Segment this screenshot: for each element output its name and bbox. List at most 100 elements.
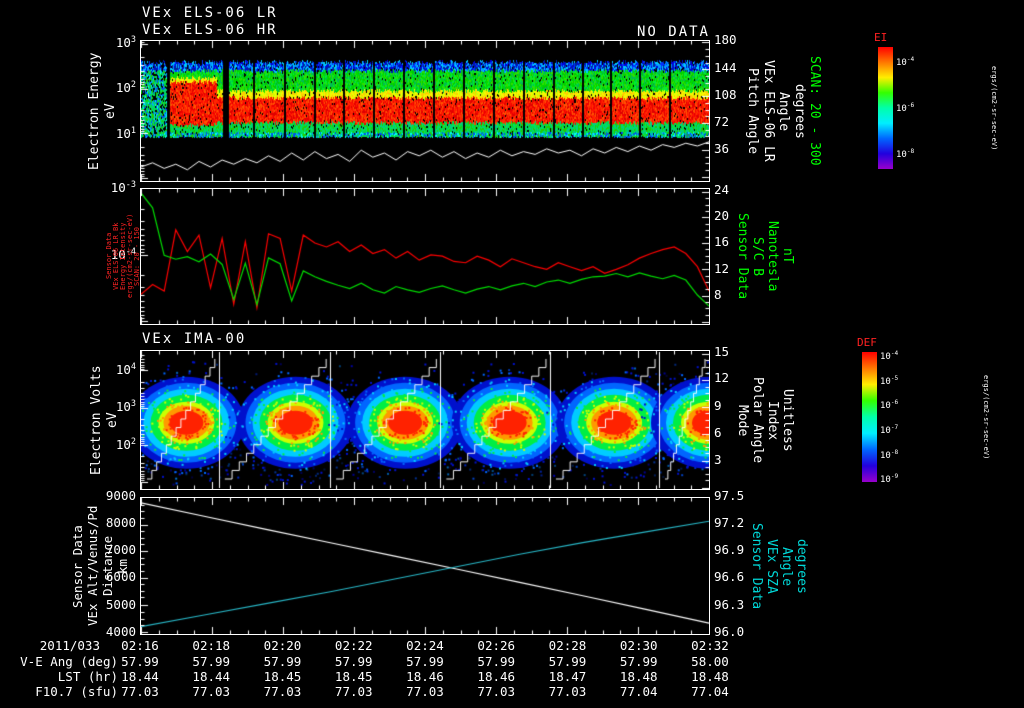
cb2-tick-label: 10-7 [880, 425, 898, 436]
p1-right-axis-label-line: VEx ELS-06 LR [762, 60, 775, 162]
time-tick-label: 02:32 [691, 640, 729, 653]
table-cell: 77.03 [477, 686, 515, 699]
y-tick-label-left: 9000 [106, 490, 136, 503]
y-tick-label-right: 36 [714, 143, 729, 156]
y-tick-label-left: 10-3 [111, 181, 136, 195]
y-tick-label-left: 102 [116, 438, 136, 452]
p2-right-axis-label-line: S/C B [751, 237, 764, 276]
y-tick-label-right: 72 [714, 116, 729, 129]
y-tick-label-right: 108 [714, 89, 737, 102]
els-spectrogram-canvas [141, 41, 709, 181]
y-tick-label-right: 97.2 [714, 517, 744, 530]
plot-title-els-hr: VEx ELS-06 HR [142, 23, 278, 37]
y-tick-label-right: 12 [714, 263, 729, 276]
table-cell: 77.04 [620, 686, 658, 699]
p3-right-axis-label-line: Polar Angle [751, 377, 764, 463]
y-tick-label-right: 24 [714, 184, 729, 197]
table-cell: 57.99 [264, 656, 302, 669]
cb2-tick-label: 10-5 [880, 376, 898, 387]
y-tick-label-right: 96.3 [714, 599, 744, 612]
p3-right-axis-label-line: Index [766, 401, 779, 440]
table-cell: 18.45 [335, 671, 373, 684]
els-spectrogram-panel [140, 40, 710, 182]
y-tick-label-right: 96.6 [714, 571, 744, 584]
p4-left-axis-label-line: Sensor Data [72, 525, 85, 608]
p4-left-axis-label-line: Distance [102, 536, 115, 596]
table-row-label: F10.7 (sfu) [35, 686, 118, 699]
y-tick-label-right: 96.0 [714, 626, 744, 639]
p1-left-axis-label-line: eV [104, 103, 117, 119]
time-tick-label: 02:22 [335, 640, 373, 653]
y-tick-label-right: 97.5 [714, 490, 744, 503]
table-cell: 77.03 [406, 686, 444, 699]
p1-right-axis-label-line: Pitch Angle [746, 68, 759, 154]
altitude-sza-canvas [141, 498, 709, 634]
p2-right-axis-label-line: Sensor Data [736, 213, 749, 299]
p2-right-axis-label-line: Nanotesla [766, 221, 779, 291]
table-cell: 18.46 [406, 671, 444, 684]
ima-panel-title: VEx IMA-00 [142, 332, 246, 346]
p2-left-axis-label-line: SCAN: 20 - 150 [134, 226, 141, 285]
table-cell: 18.47 [549, 671, 587, 684]
table-cell: 77.03 [549, 686, 587, 699]
table-cell: 57.99 [620, 656, 658, 669]
p4-left-axis-label-line: km [117, 558, 130, 573]
y-tick-label-left: 4000 [106, 626, 136, 639]
table-cell: 18.46 [477, 671, 515, 684]
ima-spectrogram-panel [140, 350, 710, 490]
p4-right-axis-label-line: VEx SZA [765, 539, 778, 594]
ima-spectrogram-canvas [141, 351, 709, 489]
p3-right-axis-label-line: Mode [736, 405, 749, 436]
y-tick-label-right: 20 [714, 210, 729, 223]
cb1-unit-label-line: ergs/(cm2-sr-sec-eV) [990, 66, 997, 150]
y-tick-label-right: 9 [714, 400, 722, 413]
table-cell: 57.99 [406, 656, 444, 669]
intensity-bfield-panel [140, 188, 710, 325]
no-data-label: NO DATA [637, 25, 710, 39]
table-cell: 18.44 [121, 671, 159, 684]
p4-right-axis-label-line: Angle [780, 547, 793, 586]
table-cell: 57.99 [477, 656, 515, 669]
y-tick-label-right: 6 [714, 427, 722, 440]
p3-left-axis-label-line: Electron Volts [90, 365, 103, 475]
cb2-tick-label: 10-9 [880, 474, 898, 485]
table-cell: 57.99 [335, 656, 373, 669]
cb2-unit-label-line: ergs/(cm2-sr-sec-eV) [982, 375, 989, 459]
els-colorbar-title: EI [874, 32, 887, 43]
time-tick-label: 02:30 [620, 640, 658, 653]
time-tick-label: 02:18 [192, 640, 230, 653]
table-cell: 18.48 [620, 671, 658, 684]
table-cell: 57.99 [192, 656, 230, 669]
y-tick-label-left: 101 [116, 127, 136, 141]
y-tick-label-right: 8 [714, 289, 722, 302]
table-row-label: V-E Ang (deg) [20, 656, 118, 669]
y-tick-label-left: 102 [116, 81, 136, 95]
y-tick-label-right: 3 [714, 454, 722, 467]
p1-left-axis-label-line: Electron Energy [88, 52, 101, 169]
p3-right-axis-label-line: Unitless [781, 389, 794, 452]
table-cell: 77.03 [264, 686, 302, 699]
y-tick-label-right: 15 [714, 346, 729, 359]
p3-left-axis-label-line: eV [106, 412, 119, 428]
plot-title-els-lr: VEx ELS-06 LR [142, 6, 278, 20]
date-label: 2011/033 [40, 640, 100, 653]
cb1-tick-label: 10-6 [896, 103, 914, 114]
table-cell: 18.45 [264, 671, 302, 684]
table-cell: 58.00 [691, 656, 729, 669]
cb2-tick-label: 10-4 [880, 351, 898, 362]
y-tick-label-left: 8000 [106, 517, 136, 530]
table-row-label: LST (hr) [58, 671, 118, 684]
table-cell: 77.03 [335, 686, 373, 699]
y-tick-label-right: 180 [714, 34, 737, 47]
p4-right-axis-label-line: degrees [795, 539, 808, 594]
table-cell: 77.03 [121, 686, 159, 699]
p1-right-axis-label-line: Angle [777, 92, 790, 131]
time-tick-label: 02:20 [264, 640, 302, 653]
p4-left-axis-label-line: VEx Alt/Venus/Pd [87, 506, 100, 626]
time-tick-label: 02:24 [406, 640, 444, 653]
ima-colorbar-title: DEF [857, 337, 877, 348]
table-cell: 18.44 [192, 671, 230, 684]
time-tick-label: 02:16 [121, 640, 159, 653]
intensity-bfield-canvas [141, 189, 709, 324]
p4-right-axis-label-line: Sensor Data [750, 523, 763, 609]
